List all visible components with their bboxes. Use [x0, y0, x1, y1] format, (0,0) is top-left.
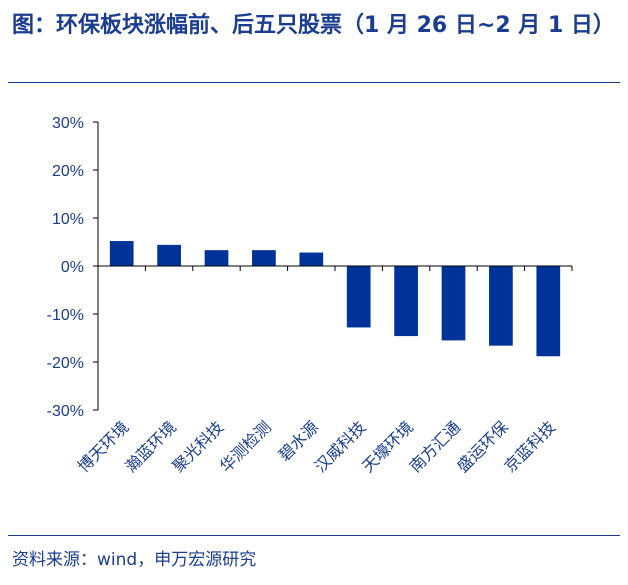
bar-10 — [536, 266, 561, 357]
bar-1 — [109, 241, 134, 266]
bar-9 — [489, 266, 513, 346]
bar-8 — [441, 266, 466, 341]
y-tick-label: -20% — [47, 355, 84, 372]
source-note: 资料来源：wind，申万宏源研究 — [12, 550, 257, 570]
category-label: 南方汇通 — [406, 417, 465, 476]
footer-divider — [8, 535, 620, 536]
y-tick-label: 0% — [61, 259, 84, 276]
category-label: 博天环境 — [74, 417, 133, 476]
y-axis: 30% 20% 10% 0% -10% -20% -30% — [47, 115, 99, 420]
y-tick-label: 20% — [52, 163, 84, 180]
bar-3 — [204, 250, 229, 266]
bar-2 — [157, 244, 181, 266]
y-tick-label: -30% — [47, 403, 84, 420]
category-label: 聚光科技 — [169, 417, 228, 476]
title-divider — [8, 82, 620, 83]
y-tick-label: -10% — [47, 307, 84, 324]
bars-group — [109, 241, 561, 357]
y-tick-label: 10% — [52, 211, 84, 228]
bar-6 — [346, 266, 371, 328]
category-label: 天壕环境 — [358, 417, 417, 476]
bar-5 — [299, 252, 324, 266]
category-label: 京蓝科技 — [500, 417, 559, 476]
category-label: 华测检测 — [216, 417, 275, 476]
bar-7 — [394, 266, 418, 337]
x-axis — [97, 265, 573, 271]
bar-4 — [252, 250, 276, 266]
category-label: 汉威科技 — [311, 417, 370, 476]
category-label: 瀚蓝环境 — [121, 417, 180, 476]
chart-title: 图：环保板块涨幅前、后五只股票（1 月 26 日~2 月 1 日） — [12, 13, 615, 38]
category-label: 盛运环保 — [453, 417, 512, 476]
y-tick-label: 30% — [52, 115, 84, 132]
